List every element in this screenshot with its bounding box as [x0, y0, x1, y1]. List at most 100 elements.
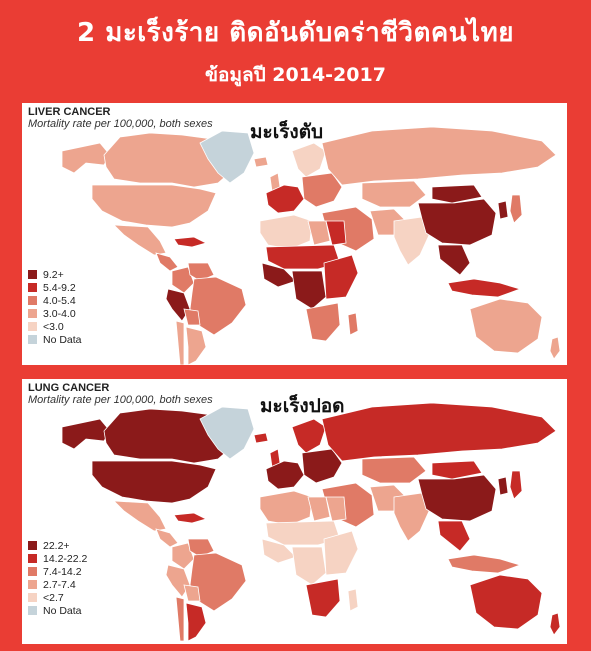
legend-label: <2.7	[43, 591, 64, 604]
region-australia	[469, 298, 543, 354]
region-central-america	[155, 528, 179, 548]
legend-item: 3.0-4.0	[28, 307, 82, 320]
region-bolivia	[183, 584, 201, 602]
region-usa	[91, 460, 217, 504]
region-colombia	[171, 542, 195, 570]
liver-map-title: LIVER CANCER	[28, 106, 111, 118]
region-japan	[509, 470, 523, 500]
region-egypt	[325, 220, 347, 246]
region-chile	[175, 320, 185, 365]
region-central-africa	[291, 270, 327, 310]
legend-item: 7.4-14.2	[28, 565, 87, 578]
region-madagascar	[347, 588, 359, 612]
region-southeast-asia	[437, 244, 471, 276]
legend-item: 4.0-5.4	[28, 294, 82, 307]
legend-swatch	[28, 541, 37, 550]
legend-label: 7.4-14.2	[43, 565, 82, 578]
legend-label: 22.2+	[43, 539, 70, 552]
legend-swatch	[28, 606, 37, 615]
legend-item: <3.0	[28, 320, 82, 333]
region-argentina	[185, 602, 207, 642]
region-libya	[307, 220, 331, 246]
legend-swatch	[28, 270, 37, 279]
legend-swatch	[28, 335, 37, 344]
region-west-africa	[261, 262, 297, 288]
region-western-europe	[265, 184, 305, 214]
region-western-europe	[265, 460, 305, 490]
region-chile	[175, 596, 185, 642]
region-usa	[91, 184, 217, 228]
region-southern-africa	[305, 302, 341, 342]
region-korea	[497, 200, 509, 220]
region-china	[417, 474, 497, 522]
lung-thai-label: มะเร็งปอด	[260, 395, 345, 417]
legend-swatch	[28, 567, 37, 576]
region-russia	[321, 126, 557, 186]
legend-label: 9.2+	[43, 268, 64, 281]
lung-map-title: LUNG CANCER	[28, 382, 110, 394]
region-mexico	[112, 500, 167, 532]
region-new-zealand	[549, 612, 561, 636]
region-egypt	[325, 496, 347, 522]
legend-item: 5.4-9.2	[28, 281, 82, 294]
region-north-africa-west	[259, 490, 313, 526]
legend-label: 2.7-7.4	[43, 578, 76, 591]
legend-swatch	[28, 309, 37, 318]
region-mongolia	[431, 184, 483, 204]
legend-swatch	[28, 593, 37, 602]
region-west-africa	[261, 538, 297, 564]
region-central-america	[155, 252, 179, 272]
lung-world-map	[61, 402, 561, 642]
region-peru	[165, 288, 191, 322]
region-sahel	[265, 520, 341, 546]
region-scandinavia	[291, 142, 327, 178]
liver-legend: 9.2+ 5.4-9.2 4.0-5.4 3.0-4.0 <3.0 No Dat…	[28, 268, 82, 346]
liver-cancer-panel: LIVER CANCER Mortality rate per 100,000,…	[22, 103, 567, 365]
region-caribbean	[173, 512, 208, 524]
legend-label: 14.2-22.2	[43, 552, 88, 565]
legend-item: No Data	[28, 604, 87, 617]
lung-map-subtitle: Mortality rate per 100,000, both sexes	[28, 394, 213, 406]
liver-world-map	[61, 126, 561, 365]
region-sahel	[265, 244, 341, 270]
region-caribbean	[173, 236, 208, 248]
region-madagascar	[347, 312, 359, 336]
region-alaska	[61, 142, 111, 174]
region-russia	[321, 402, 557, 462]
legend-label: 5.4-9.2	[43, 281, 76, 294]
region-alaska	[61, 418, 111, 450]
region-north-africa-west	[259, 214, 313, 250]
legend-swatch	[28, 322, 37, 331]
page-title: 2 มะเร็งร้าย ติดอันดับคร่าชีวิตคนไทย	[77, 18, 514, 48]
region-brazil	[189, 276, 247, 336]
region-mexico	[112, 224, 167, 256]
region-southeast-asia	[437, 520, 471, 552]
region-australia	[469, 574, 543, 630]
liver-thai-label: มะเร็งตับ	[250, 121, 324, 143]
region-japan	[509, 194, 523, 224]
region-central-asia	[361, 180, 427, 208]
legend-label: 3.0-4.0	[43, 307, 76, 320]
region-iceland	[253, 432, 269, 444]
region-china	[417, 198, 497, 246]
legend-item: 9.2+	[28, 268, 82, 281]
legend-label: 4.0-5.4	[43, 294, 76, 307]
region-greenland	[199, 406, 255, 460]
region-brazil	[189, 552, 247, 612]
region-libya	[307, 496, 331, 522]
region-indonesia	[447, 278, 522, 298]
legend-swatch	[28, 296, 37, 305]
legend-label: No Data	[43, 333, 82, 346]
region-east-africa	[323, 530, 359, 576]
lung-legend: 22.2+ 14.2-22.2 7.4-14.2 2.7-7.4 <2.7 No…	[28, 539, 87, 617]
region-southern-africa	[305, 578, 341, 618]
page-subtitle: ข้อมูลปี 2014-2017	[205, 64, 386, 86]
liver-map-subtitle: Mortality rate per 100,000, both sexes	[28, 118, 213, 130]
legend-swatch	[28, 283, 37, 292]
region-colombia	[171, 266, 195, 294]
region-argentina	[185, 326, 207, 365]
region-east-africa	[323, 254, 359, 300]
legend-swatch	[28, 554, 37, 563]
region-iceland	[253, 156, 269, 168]
legend-item: 22.2+	[28, 539, 87, 552]
